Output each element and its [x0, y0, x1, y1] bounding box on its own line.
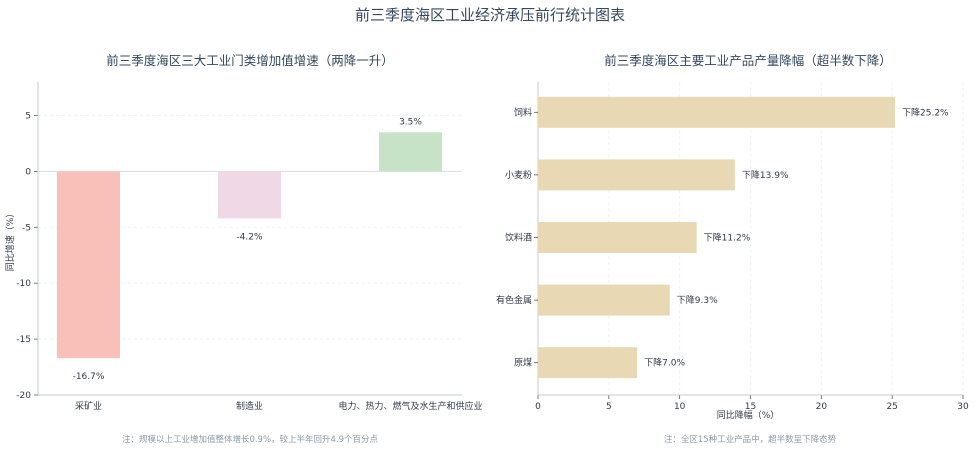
right-bar-value-label: 下降13.9% — [742, 169, 789, 181]
left-xtick-label: 制造业 — [236, 400, 263, 412]
right-bar — [538, 96, 895, 128]
right-xtick-label: 20 — [816, 402, 828, 412]
left-ytick-label: -20 — [16, 391, 31, 401]
right-ytick-label: 饲料 — [514, 106, 532, 118]
left-chart-note: 注：规模以上工业增加值整体增长0.9%，较上半年回升4.9个百分点 — [122, 434, 379, 445]
left-xtick-label: 电力、热力、燃气及水生产和供应业 — [338, 400, 482, 412]
right-x-axis-label: 同比降幅（%） — [717, 409, 780, 421]
left-bar-value-label: -4.2% — [236, 232, 263, 242]
left-bar — [379, 132, 442, 172]
left-bar-value-label: 3.5% — [399, 117, 422, 127]
left-ytick-label: -5 — [22, 223, 31, 233]
right-xtick-label: 30 — [957, 402, 969, 412]
left-bar — [218, 171, 281, 219]
left-bar-value-label: -16.7% — [73, 372, 105, 382]
right-ytick-label: 有色金属 — [496, 294, 532, 306]
main-title: 前三季度海区工业经济承压前行统计图表 — [354, 6, 625, 24]
left-ytick-label: -15 — [16, 335, 31, 345]
right-bar — [538, 347, 638, 379]
right-bar-value-label: 下降7.0% — [644, 357, 685, 369]
right-ytick-label: 小麦粉 — [505, 169, 532, 181]
right-xtick-label: 15 — [745, 402, 756, 412]
left-ytick-label: 5 — [25, 112, 31, 122]
left-chart-title: 前三季度海区三大工业门类增加值增速（两降一升） — [106, 53, 394, 68]
right-bar-value-label: 下降9.3% — [677, 294, 718, 306]
right-bar — [538, 159, 735, 191]
left-ytick-label: -10 — [16, 279, 31, 289]
left-bar — [57, 171, 120, 359]
left-xtick-label: 采矿业 — [75, 400, 102, 412]
right-xtick-label: 5 — [606, 402, 612, 412]
right-xtick-label: 10 — [674, 402, 686, 412]
right-chart-note: 注：全区15种工业产品中，超半数呈下降态势 — [664, 434, 837, 445]
left-ytick-label: 0 — [25, 167, 31, 177]
right-xtick-label: 0 — [535, 402, 541, 412]
right-bar — [538, 284, 670, 316]
right-xtick-label: 25 — [886, 402, 897, 412]
right-bar-value-label: 下降11.2% — [704, 232, 751, 244]
right-ytick-label: 饮料酒 — [505, 232, 532, 244]
left-y-axis-label: 同比增速（%） — [4, 209, 16, 272]
right-bar — [538, 222, 697, 253]
right-chart-title: 前三季度海区主要工业产品产量降幅（超半数下降） — [604, 53, 892, 68]
right-bar-value-label: 下降25.2% — [902, 106, 949, 118]
right-ytick-label: 原煤 — [514, 357, 532, 369]
